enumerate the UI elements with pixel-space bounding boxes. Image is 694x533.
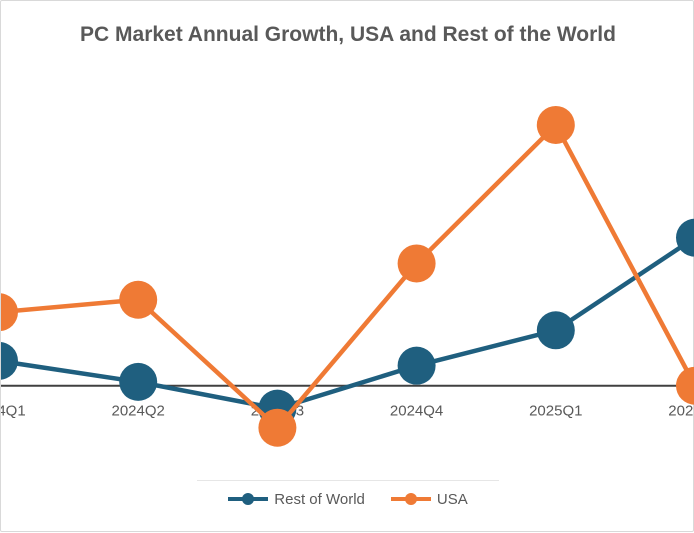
data-point-usa: [119, 280, 158, 319]
legend-label-rest-of-world: Rest of World: [274, 490, 365, 508]
legend: Rest of World USA: [197, 480, 499, 517]
legend-item-usa: USA: [390, 490, 468, 508]
x-tick-label: 2024Q1: [1, 403, 26, 420]
legend-label-usa: USA: [436, 490, 468, 508]
x-tick-label: 2024Q4: [390, 403, 443, 420]
series-line-usa: [1, 122, 694, 430]
data-point-usa: [1, 293, 18, 332]
data-point-usa: [397, 244, 436, 283]
x-tick-label: 2025Q1: [529, 403, 582, 420]
data-point-rest-of-world: [676, 218, 694, 257]
data-point-rest-of-world: [119, 362, 158, 401]
data-point-rest-of-world: [536, 311, 575, 350]
x-tick-label: 2025Q2: [668, 403, 694, 420]
data-point-usa: [676, 366, 694, 405]
legend-item-rest-of-world: Rest of World: [228, 491, 365, 508]
chart-title: PC Market Annual Growth, USA and Rest of…: [80, 23, 616, 46]
x-tick-label: 2024Q2: [112, 403, 165, 420]
legend-swatch-usa: [390, 493, 431, 505]
legend-swatch-rest-of-world: [228, 493, 269, 505]
data-point-rest-of-world: [397, 346, 436, 385]
data-point-rest-of-world: [1, 341, 18, 380]
data-point-usa: [258, 408, 297, 447]
data-point-usa: [536, 105, 575, 144]
series-line-rest-of-world: [1, 235, 694, 411]
